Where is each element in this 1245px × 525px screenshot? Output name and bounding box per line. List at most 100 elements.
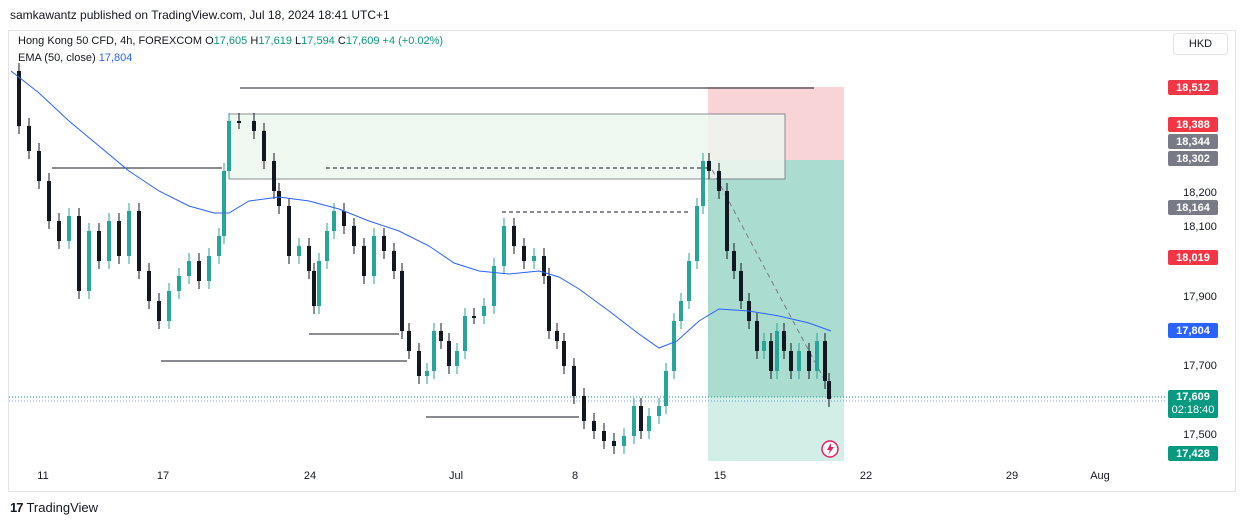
lightning-icon[interactable]: [821, 440, 839, 458]
candle-body: [325, 231, 329, 261]
ema-line[interactable]: [10, 70, 832, 349]
tradingview-logo[interactable]: 17 TradingView: [10, 500, 98, 515]
close-label: C: [337, 35, 346, 47]
ema-label[interactable]: EMA (50, close): [18, 52, 96, 64]
candle-body: [237, 121, 241, 123]
symbol-legend[interactable]: Hong Kong 50 CFD, 4h, FOREXCOM O17,605 H…: [18, 35, 443, 47]
candle-body: [447, 341, 451, 366]
candle-body: [372, 236, 376, 276]
price-tick: 18,200: [1183, 187, 1217, 199]
candle-body: [67, 216, 71, 241]
candle-body: [827, 381, 831, 399]
candle-body: [297, 246, 301, 256]
candle-body: [632, 406, 636, 436]
price-tag-box-top[interactable]: 18,344: [1168, 134, 1218, 149]
candle-body: [807, 351, 811, 371]
candle-body: [77, 216, 81, 291]
take-profit-zone-extension: [708, 397, 844, 461]
time-tick: 17: [156, 470, 170, 482]
candle-body: [725, 191, 729, 251]
ema-value: 17,804: [98, 52, 133, 64]
candle-body: [679, 301, 683, 321]
candle-body: [127, 211, 131, 256]
candle-body: [37, 151, 41, 181]
candle-body: [57, 221, 61, 241]
candle-body: [432, 331, 436, 371]
candle-body: [187, 261, 191, 276]
candle-body: [562, 341, 566, 366]
candle-body: [222, 171, 226, 236]
candle-body: [107, 221, 111, 261]
candle-body: [647, 416, 651, 431]
price-tag-current[interactable]: 17,609 02:18:40: [1168, 390, 1218, 418]
price-tag-ema[interactable]: 17,804: [1168, 323, 1218, 338]
chart-plot[interactable]: [9, 31, 1166, 461]
price-tag-level-a[interactable]: 18,164: [1168, 200, 1218, 215]
candle-body: [197, 261, 201, 281]
price-tag-tp-top[interactable]: 18,512: [1168, 80, 1218, 95]
candle-body: [287, 206, 291, 256]
price-tag-stop[interactable]: 18,388: [1168, 117, 1218, 132]
time-tick: 24: [303, 470, 317, 482]
candle-body: [482, 306, 486, 316]
time-tick: 8: [571, 470, 579, 482]
candle-body: [532, 256, 536, 261]
candle-body: [117, 221, 121, 256]
candle-body: [547, 276, 551, 331]
candle-body: [492, 266, 496, 306]
candle-body: [167, 291, 171, 321]
price-tag-target[interactable]: 17,428: [1168, 446, 1218, 461]
open-label: O: [205, 35, 214, 47]
candle-body: [762, 341, 766, 351]
publish-caption: samkawantz published on TradingView.com,…: [10, 8, 390, 22]
currency-button[interactable]: HKD: [1173, 33, 1228, 55]
candle-body: [672, 321, 676, 371]
candle-body: [815, 341, 819, 371]
candle-body: [502, 226, 506, 266]
candle-body: [312, 271, 316, 306]
candle-body: [463, 316, 467, 351]
price-tick: 18,100: [1183, 221, 1217, 233]
time-tick: 11: [37, 470, 49, 482]
candle-body: [823, 341, 827, 381]
candle-body: [352, 226, 356, 246]
high-value: 17,619: [258, 35, 292, 47]
candle-body: [701, 161, 705, 206]
price-tag-entry[interactable]: 18,302: [1168, 151, 1218, 166]
candle-body: [592, 421, 596, 431]
candle-body: [147, 271, 151, 301]
candle-body: [362, 246, 366, 276]
candle-body: [400, 271, 404, 331]
candle-body: [307, 246, 311, 271]
tradingview-wordmark: TradingView: [26, 500, 99, 515]
candle-body: [97, 231, 101, 261]
candle-body: [342, 211, 346, 226]
candle-body: [137, 211, 141, 271]
candle-body: [769, 341, 773, 371]
candle-body: [332, 211, 336, 231]
candle-body: [732, 251, 736, 271]
candle-body: [425, 371, 429, 376]
low-label: L: [295, 35, 302, 47]
candle-body: [707, 161, 711, 171]
price-tag-level-b[interactable]: 18,019: [1168, 250, 1218, 265]
candle-body: [207, 256, 211, 281]
candle-body: [572, 366, 576, 396]
candle-body: [382, 236, 386, 251]
time-tick: 29: [1005, 470, 1019, 482]
price-tick: 17,700: [1183, 360, 1217, 372]
time-tick: Aug: [1090, 470, 1110, 482]
candle-body: [717, 171, 721, 191]
symbol-name[interactable]: Hong Kong 50 CFD, 4h, FOREXCOM: [18, 35, 203, 47]
current-price-value: 17,609: [1176, 391, 1210, 403]
candle-body: [47, 181, 51, 221]
candle-body: [739, 271, 743, 301]
price-tick: 17,500: [1183, 429, 1217, 441]
candle-body: [272, 161, 276, 191]
candle-body: [472, 316, 476, 318]
candle-body: [455, 351, 459, 366]
indicator-legend[interactable]: EMA (50, close) 17,804: [18, 52, 132, 64]
candle-body: [27, 126, 31, 151]
candle-body: [664, 371, 668, 406]
candle-body: [407, 331, 411, 351]
